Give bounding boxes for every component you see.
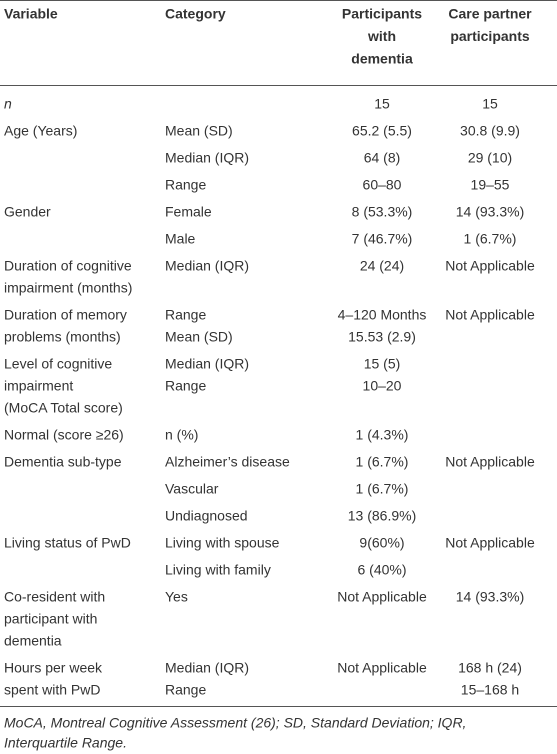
cell: 29 (10) [468, 150, 512, 166]
cell: 19–55 [471, 177, 510, 193]
cell: 1 (6.7%) [356, 454, 409, 470]
cell: Alzheimer’s disease [165, 454, 290, 470]
cell: Living with spouse [165, 535, 280, 551]
cell: Range [165, 682, 206, 698]
cell: Not Applicable [445, 454, 535, 470]
cell: 24 (24) [360, 258, 404, 274]
cell: Median (IQR) [165, 258, 249, 274]
cell: 60–80 [363, 177, 402, 193]
header-cell: with [367, 28, 396, 44]
cell: Not Applicable [337, 589, 427, 605]
cell: Median (IQR) [165, 356, 249, 372]
header-cell: Care partner [448, 6, 532, 22]
cell: Duration of memory [4, 307, 127, 323]
cell: Age (Years) [4, 123, 77, 139]
cell: 15–168 h [461, 682, 519, 698]
cell: Level of cognitive [4, 356, 112, 372]
cell: 15.53 (2.9) [348, 329, 416, 345]
cell: Co-resident with [4, 589, 105, 605]
cell: Median (IQR) [165, 660, 249, 676]
cell: 13 (86.9%) [348, 508, 416, 524]
footnote: Interquartile Range. [4, 735, 127, 751]
cell: 30.8 (9.9) [460, 123, 520, 139]
cell: dementia [4, 633, 62, 649]
cell: Range [165, 177, 206, 193]
footnote: MoCA, Montreal Cognitive Assessment (26)… [4, 715, 466, 731]
cell: 1 (4.3%) [356, 427, 409, 443]
cell: Living status of PwD [4, 535, 131, 551]
header-cell: Category [165, 6, 226, 22]
cell: impairment [4, 378, 73, 394]
cell: 8 (53.3%) [352, 204, 413, 220]
cell: 10–20 [363, 378, 402, 394]
cell: Mean (SD) [165, 329, 233, 345]
cell: 65.2 (5.5) [352, 123, 412, 139]
cell: Male [165, 231, 196, 247]
cell: Yes [165, 589, 188, 605]
cell: participant with [4, 611, 97, 627]
cell: 14 (93.3%) [456, 204, 524, 220]
header-cell: dementia [351, 51, 413, 67]
cell: 64 (8) [364, 150, 401, 166]
cell: 7 (46.7%) [352, 231, 413, 247]
cell: impairment (months) [4, 280, 132, 296]
cell: Not Applicable [445, 307, 535, 323]
cell: n (%) [165, 427, 198, 443]
cell: Undiagnosed [165, 508, 248, 524]
cell: Range [165, 307, 206, 323]
cell: problems (months) [4, 329, 121, 345]
cell: 15 [482, 96, 498, 112]
cell: 1 (6.7%) [356, 481, 409, 497]
cell: n [4, 96, 12, 112]
cell: spent with PwD [4, 682, 100, 698]
cell: Duration of cognitive [4, 258, 132, 274]
cell: 14 (93.3%) [456, 589, 524, 605]
cell: Mean (SD) [165, 123, 233, 139]
header-cell: Variable [4, 6, 58, 22]
cell: Female [165, 204, 212, 220]
cell: Not Applicable [445, 258, 535, 274]
cell: 4–120 Months [338, 307, 427, 323]
cell: Dementia sub-type [4, 454, 122, 470]
cell: Vascular [165, 481, 219, 497]
cell: 168 h (24) [458, 660, 522, 676]
cell: (MoCA Total score) [4, 400, 123, 416]
cell: 15 [374, 96, 390, 112]
header-cell: Participants [342, 6, 422, 22]
cell: Median (IQR) [165, 150, 249, 166]
cell: Range [165, 378, 206, 394]
cell: Hours per week [4, 660, 103, 676]
cell: Gender [4, 204, 51, 220]
cell: 1 (6.7%) [464, 231, 517, 247]
cell: 9(60%) [359, 535, 404, 551]
cell: Not Applicable [337, 660, 427, 676]
cell: 6 (40%) [357, 562, 406, 578]
header-cell: participants [450, 28, 530, 44]
cell: Not Applicable [445, 535, 535, 551]
cell: Living with family [165, 562, 271, 578]
cell: 15 (5) [364, 356, 401, 372]
cell: Normal (score ≥26) [4, 427, 124, 443]
